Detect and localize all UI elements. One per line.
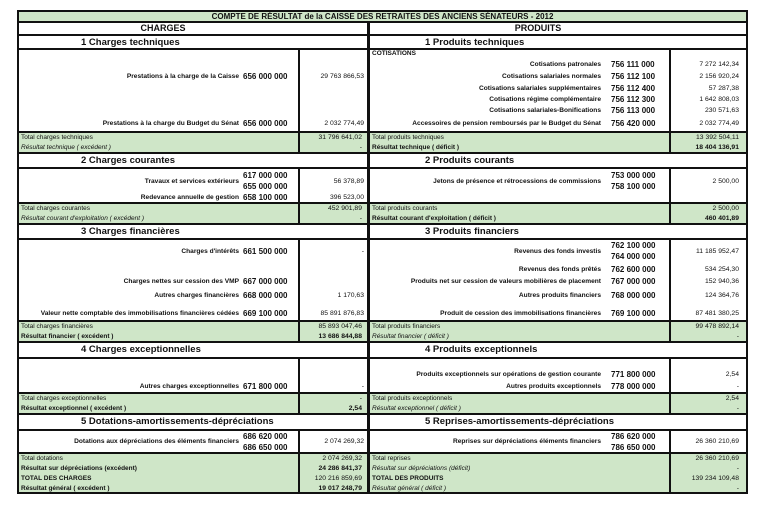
section-total: Total charges exceptionnelles - Résultat … bbox=[17, 393, 369, 414]
line-item: Produit de cession des immobilisations f… bbox=[440, 308, 739, 318]
section-total: Total produits financiers 99 478 892,14 R… bbox=[368, 321, 748, 342]
section-title: 3 Produits financiers bbox=[368, 224, 748, 239]
section-body: Produits exceptionnels sur opérations de… bbox=[368, 358, 748, 393]
section-body: Travaux et services extérieurs 617 000 00… bbox=[17, 168, 369, 203]
produits-column: PRODUITS 1 Produits techniques COTISATIO… bbox=[368, 22, 748, 494]
line-item: Produits exceptionnels sur opérations de… bbox=[416, 369, 739, 379]
charges-column: CHARGES 1 Charges techniques Prestations… bbox=[17, 22, 369, 494]
divider bbox=[669, 431, 671, 452]
section-total: Total produits courants 2 500,00 Résultat… bbox=[368, 203, 748, 224]
divider bbox=[669, 50, 671, 131]
grand-result-label: Résultat général ( excédent ) bbox=[21, 485, 110, 492]
section-total: Total produits exceptionnels 2,54 Résulta… bbox=[368, 393, 748, 414]
divider bbox=[298, 359, 300, 392]
line-item: Accessoires de pension remboursés par le… bbox=[412, 118, 739, 128]
section-title: 3 Charges financières bbox=[17, 224, 369, 239]
section-body: Reprises sur dépréciations éléments fina… bbox=[368, 430, 748, 453]
section-total: Total charges courantes 452 901,89 Résult… bbox=[17, 203, 369, 224]
section-title: 5 Reprises-amortissements-dépréciations bbox=[368, 414, 748, 430]
divider bbox=[298, 50, 300, 131]
line-item: Prestations à la charge de la Caisse 656 … bbox=[126, 71, 364, 81]
divider bbox=[669, 322, 671, 341]
line-item: Charges d'intérêts 661 500 000- bbox=[181, 246, 364, 256]
line-item: Cotisations régime complémentaire 756 112… bbox=[489, 94, 739, 104]
divider bbox=[669, 359, 671, 392]
divider bbox=[298, 133, 300, 152]
section-title: 4 Charges exceptionnelles bbox=[17, 342, 369, 358]
divider bbox=[669, 169, 671, 202]
section-body: Revenus des fonds investis 762 100 000 764… bbox=[368, 239, 748, 321]
line-item: Autres produits exceptionnels 778 000 000… bbox=[506, 381, 739, 391]
section-body: Prestations à la charge de la Caisse 656 … bbox=[17, 49, 369, 132]
section-total: Total produits techniques 13 392 504,11 R… bbox=[368, 132, 748, 153]
divider bbox=[298, 204, 300, 223]
section-title: 2 Produits courants bbox=[368, 153, 748, 168]
section-body: Autres charges exceptionnelles 671 800 00… bbox=[17, 358, 369, 393]
line-item: Produits net sur cession de valeurs mobi… bbox=[410, 276, 739, 286]
line-item: Revenus des fonds prêtés 762 600 000 534 2… bbox=[518, 264, 739, 274]
divider bbox=[298, 431, 300, 452]
divider bbox=[298, 169, 300, 202]
section-title: 1 Produits techniques bbox=[368, 35, 748, 49]
section-total: Total charges financières 85 893 047,46 R… bbox=[17, 321, 369, 342]
divider bbox=[669, 133, 671, 152]
divider bbox=[298, 322, 300, 341]
line-item: Autres charges financières 668 000 000 1 1… bbox=[154, 290, 364, 300]
charges-header: CHARGES bbox=[17, 22, 369, 35]
line-item: Revenus des fonds investis 762 100 000 764… bbox=[514, 241, 739, 261]
section-total: Total reprises 26 360 210,69 Résultat sur… bbox=[368, 453, 748, 494]
divider bbox=[669, 454, 671, 492]
line-item: Cotisations salariales normales 756 112 1… bbox=[502, 71, 739, 81]
grand-result: 19 017 248,79 bbox=[318, 485, 362, 492]
section-body: COTISATIONS Cotisations patronales 756 11… bbox=[368, 49, 748, 132]
line-item: Dotations aux dépréciations des éléments… bbox=[74, 431, 364, 452]
section-body: Dotations aux dépréciations des éléments… bbox=[17, 430, 369, 453]
section-body: Charges d'intérêts 661 500 000- Charges n… bbox=[17, 239, 369, 321]
divider bbox=[298, 394, 300, 413]
line-item: Autres charges exceptionnelles 671 800 00… bbox=[139, 381, 364, 391]
section-title: 5 Dotations-amortissements-dépréciations bbox=[17, 414, 369, 430]
line-item: Jetons de présence et rétrocessions de c… bbox=[433, 171, 739, 191]
line-item: Valeur nette comptable des immobilisatio… bbox=[40, 308, 364, 318]
divider bbox=[298, 454, 300, 492]
divider bbox=[669, 204, 671, 223]
line-item: Travaux et services extérieurs 617 000 00… bbox=[144, 171, 364, 191]
section-title: 4 Produits exceptionnels bbox=[368, 342, 748, 358]
line-item: Charges nettes sur cession des VMP 667 00… bbox=[123, 276, 288, 286]
section-title: 1 Charges techniques bbox=[17, 35, 369, 49]
grand-total-label: TOTAL DES CHARGES bbox=[21, 475, 92, 482]
grand-total: 120 216 859,69 bbox=[314, 475, 362, 482]
section-title: 2 Charges courantes bbox=[17, 153, 369, 168]
line-item: Autres produits financiers 768 000 000 124… bbox=[518, 290, 739, 300]
line-item: Prestations à la charge du Budget du Sén… bbox=[102, 118, 364, 128]
grand-result: - bbox=[736, 485, 739, 492]
grand-total: 139 234 109,48 bbox=[691, 475, 739, 482]
subheading: COTISATIONS bbox=[372, 50, 416, 57]
divider bbox=[298, 240, 300, 320]
grand-total-label: TOTAL DES PRODUITS bbox=[372, 475, 444, 482]
line-item: Redevance annuelle de gestion 658 100 000… bbox=[140, 192, 364, 202]
divider bbox=[669, 240, 671, 320]
section-body: Jetons de présence et rétrocessions de c… bbox=[368, 168, 748, 203]
line-item: Cotisations salariales-Bonifications 756 … bbox=[489, 105, 739, 115]
section-total: Total dotations 2 074 269,32 Résultat sur… bbox=[17, 453, 369, 494]
line-item: Cotisations salariales supplémentaires 75… bbox=[478, 83, 739, 93]
line-item: Reprises sur dépréciations éléments fina… bbox=[452, 431, 739, 452]
line-item: Cotisations patronales 756 111 000 7 272 1… bbox=[529, 59, 739, 69]
section-total: Total charges techniques 31 796 641,02 Ré… bbox=[17, 132, 369, 153]
produits-header: PRODUITS bbox=[368, 22, 748, 35]
grand-result-label: Résultat général ( déficit ) bbox=[372, 485, 447, 492]
divider bbox=[669, 394, 671, 413]
